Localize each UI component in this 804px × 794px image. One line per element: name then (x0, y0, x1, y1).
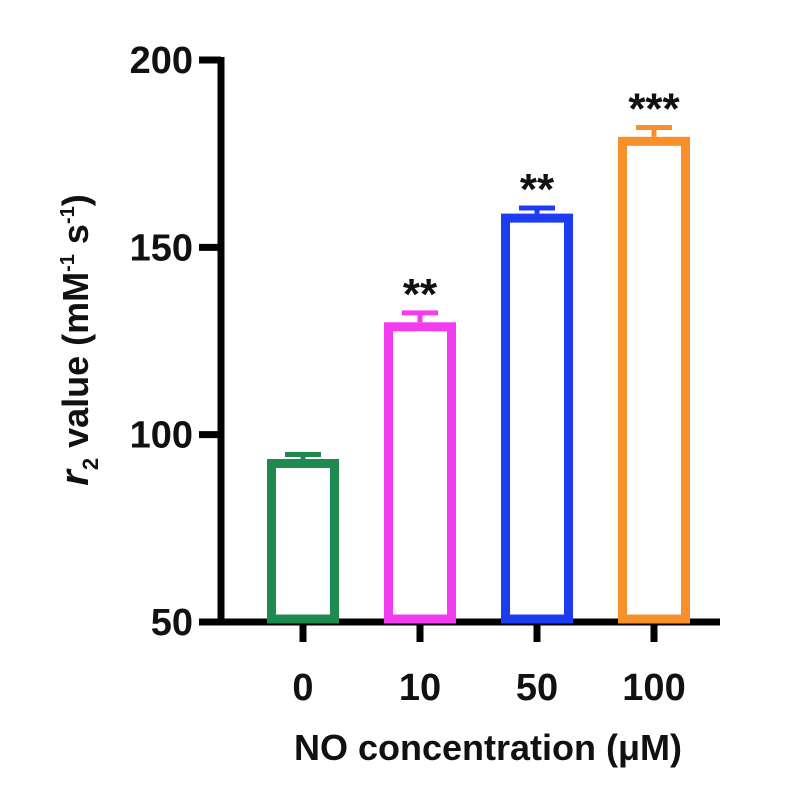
bars: ******* (267, 84, 690, 624)
bar (501, 213, 573, 624)
x-tick-label: 100 (622, 667, 685, 709)
y-tick-label: 100 (130, 415, 193, 457)
x-tick-label: 0 (292, 667, 313, 709)
y-tick-label: 50 (151, 602, 193, 644)
y-axis-title-mid: s (55, 224, 96, 254)
y-tick-label: 200 (130, 40, 193, 82)
y-tick-label: 150 (130, 227, 193, 269)
bar (384, 322, 456, 624)
bar (618, 136, 690, 624)
x-tick-label: 50 (516, 667, 558, 709)
axes: 50 100 150 200 0 10 50 100 (130, 40, 720, 709)
significance-label: *** (628, 84, 680, 133)
y-axis-title-sup1: -1 (57, 254, 79, 272)
y-axis-title-end: ) (55, 194, 96, 206)
x-tick-label: 10 (399, 667, 441, 709)
y-axis-title-text: value (mM (55, 272, 96, 458)
y-axis-title-symbol: r (53, 468, 97, 486)
y-axis-title-sup2: -1 (57, 206, 79, 224)
significance-label: ** (403, 270, 438, 319)
significance-label: ** (520, 165, 555, 214)
x-axis-title: NO concentration (μM) (294, 727, 682, 768)
y-axis-title-subscript: 2 (78, 458, 103, 470)
bar (267, 459, 339, 624)
y-axis-title: r2 value (mM-1 s-1) (53, 194, 103, 486)
